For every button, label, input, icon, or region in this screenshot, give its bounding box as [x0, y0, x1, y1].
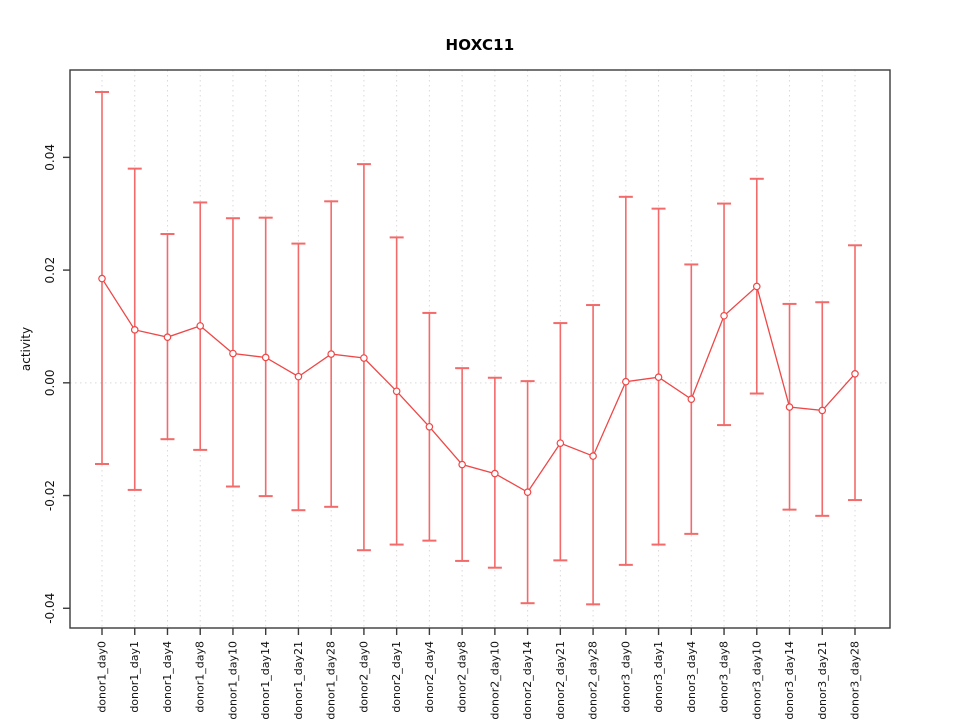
- data-point: [294, 372, 303, 381]
- data-point: [425, 422, 434, 431]
- x-tick-label: donor3_day0: [619, 641, 632, 713]
- y-tick-label: 0.02: [43, 257, 57, 284]
- plot-frame: [69, 69, 891, 629]
- x-tick-label: donor3_day28: [849, 641, 862, 720]
- data-point: [687, 395, 696, 403]
- x-tick-label: donor3_day21: [816, 641, 829, 720]
- data-point: [327, 350, 335, 358]
- x-tick-label: donor1_day21: [292, 641, 305, 720]
- x-tick-label: donor2_day21: [554, 641, 567, 720]
- x-tick-label: donor1_day8: [194, 641, 207, 713]
- x-tick-label: donor1_day0: [96, 641, 109, 713]
- data-point: [818, 406, 827, 415]
- x-tick-label: donor3_day8: [718, 641, 731, 713]
- data-point: [196, 322, 205, 330]
- x-tick-label: donor3_day14: [783, 641, 796, 720]
- x-tick-label: donor2_day28: [587, 641, 600, 720]
- x-tick-label: donor3_day4: [685, 641, 698, 713]
- data-point: [163, 333, 172, 341]
- y-tick-label: 0.00: [43, 369, 57, 396]
- data-point: [458, 460, 466, 469]
- x-tick-label: donor3_day10: [750, 641, 763, 720]
- y-tick-label: -0.02: [43, 480, 57, 511]
- data-point: [556, 439, 565, 447]
- data-point: [752, 282, 761, 291]
- data-point: [720, 311, 728, 320]
- data-point: [622, 377, 630, 386]
- x-tick-label: donor2_day0: [357, 641, 370, 713]
- data-point: [654, 373, 663, 381]
- data-point: [785, 403, 794, 411]
- x-tick-label: donor2_day1: [390, 641, 403, 713]
- y-axis-title: activity: [19, 327, 33, 371]
- x-tick-label: donor2_day10: [488, 641, 501, 720]
- data-point: [523, 488, 532, 496]
- data-point: [851, 369, 859, 378]
- x-tick-label: donor1_day10: [226, 641, 239, 720]
- data-point: [392, 387, 401, 396]
- y-tick-label: -0.04: [43, 593, 57, 624]
- data-point: [130, 326, 139, 334]
- data-point: [360, 354, 368, 362]
- x-tick-label: donor1_day14: [259, 641, 272, 720]
- data-point: [261, 353, 270, 362]
- y-tick-label: 0.04: [43, 144, 57, 171]
- x-tick-label: donor2_day8: [456, 641, 469, 713]
- x-tick-label: donor2_day4: [423, 641, 436, 713]
- data-point: [491, 469, 499, 478]
- x-tick-label: donor1_day1: [128, 641, 141, 713]
- x-tick-label: donor3_day1: [652, 641, 665, 713]
- series-line: [101, 278, 856, 494]
- data-point: [589, 452, 597, 460]
- x-tick-label: donor1_day28: [325, 641, 338, 720]
- x-tick-label: donor2_day14: [521, 641, 534, 720]
- x-tick-label: donor1_day4: [161, 641, 174, 713]
- data-point: [229, 349, 237, 358]
- data-point: [98, 274, 106, 283]
- chart-title: HOXC11: [445, 36, 515, 54]
